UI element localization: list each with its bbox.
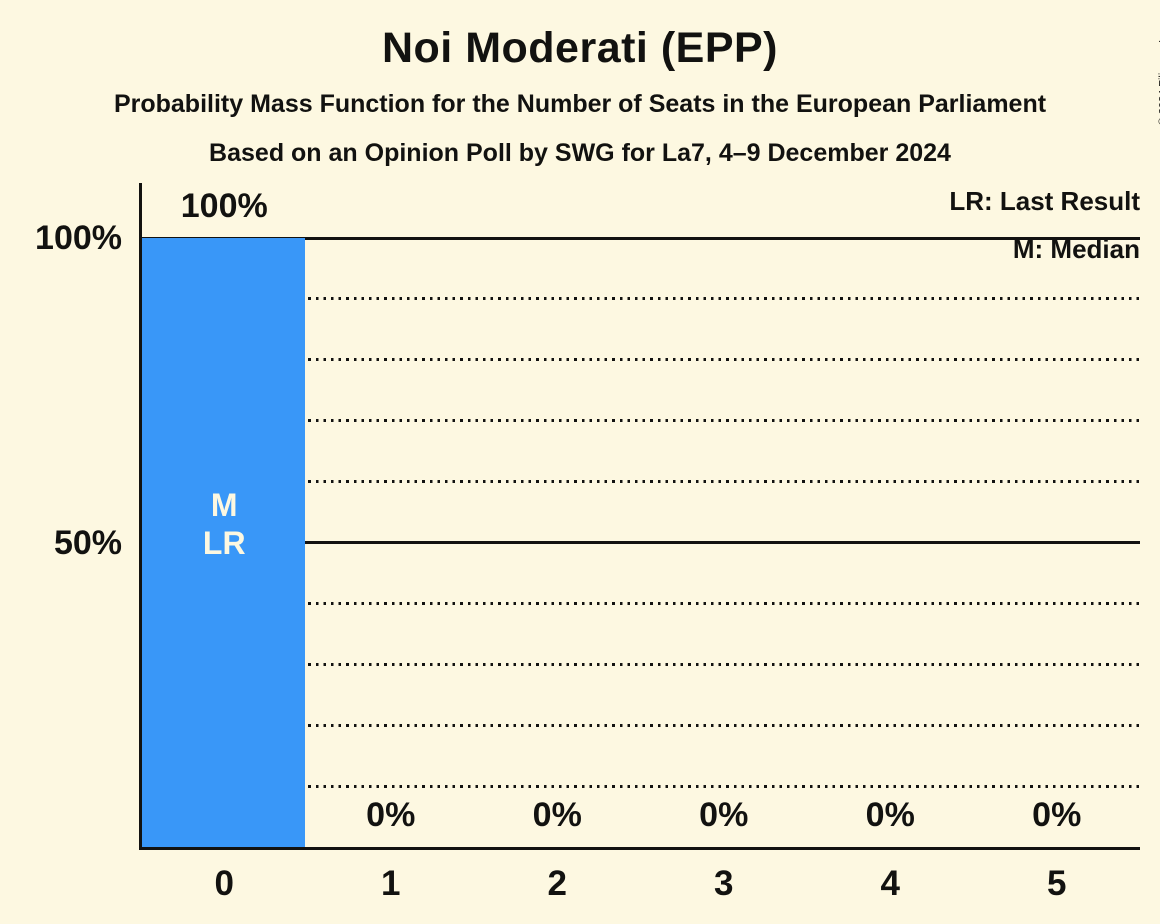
gridline-dotted-30 (141, 662, 1140, 666)
poll-details: Based on an Opinion Poll by SWG for La7,… (209, 139, 951, 167)
x-tick-label-1: 1 (381, 864, 401, 903)
y-axis-line (139, 183, 142, 850)
legend-last-result: LR: Last Result (949, 186, 1140, 216)
x-axis-line (139, 847, 1140, 850)
gridline-dotted-90 (141, 297, 1140, 301)
bar-annotation-0: M LR (202, 487, 246, 561)
x-tick-label-4: 4 (880, 864, 900, 903)
x-tick-label-2: 2 (547, 864, 567, 903)
bar-value-label-0: 100% (180, 187, 268, 225)
x-tick-label-0: 0 (214, 864, 234, 903)
gridline-dotted-70 (141, 419, 1140, 423)
bar-seats-0 (141, 238, 305, 847)
bar-value-label-5: 0% (1032, 796, 1082, 834)
bar-value-label-1: 0% (366, 796, 416, 834)
gridline-dotted-80 (141, 358, 1140, 362)
page-title: Noi Moderati (EPP) (381, 24, 779, 72)
bar-value-label-4: 0% (865, 796, 915, 834)
bar-value-label-2: 0% (532, 796, 582, 834)
gridline-dotted-10 (141, 784, 1140, 788)
gridline-dotted-40 (141, 601, 1140, 605)
gridline-solid-100 (141, 236, 1140, 240)
gridline-solid-50 (141, 541, 1140, 544)
bar-value-label-3: 0% (699, 796, 749, 834)
x-tick-label-5: 5 (1047, 864, 1067, 903)
gridline-dotted-20 (141, 723, 1140, 727)
y-tick-label-100: 100% (35, 219, 122, 257)
gridline-dotted-60 (141, 480, 1140, 484)
x-tick-label-3: 3 (714, 864, 734, 903)
y-tick-label-50: 50% (53, 523, 122, 562)
legend-median: M: Median (1012, 234, 1140, 264)
chart-subtitle: Probability Mass Function for the Number… (113, 90, 1047, 118)
